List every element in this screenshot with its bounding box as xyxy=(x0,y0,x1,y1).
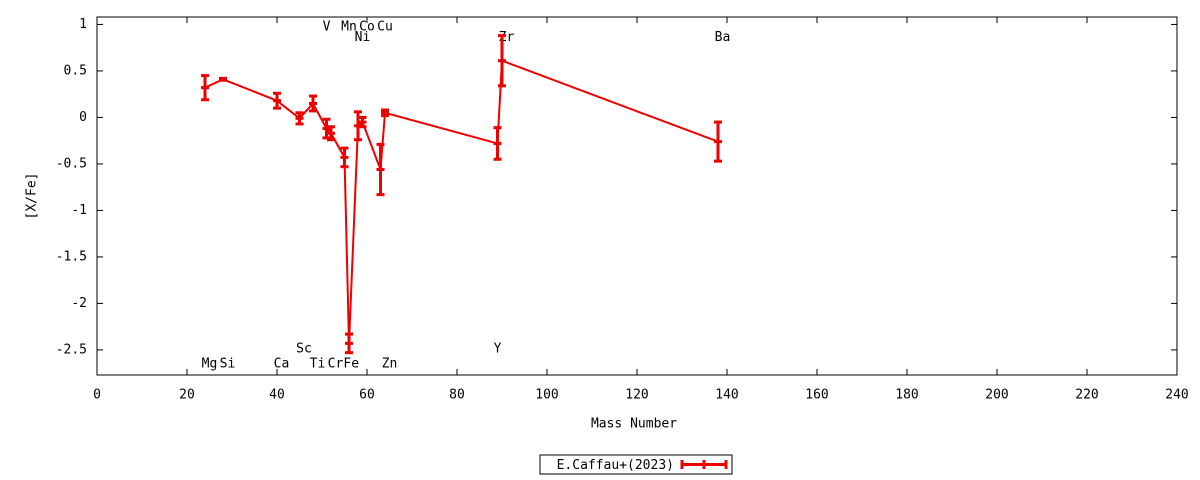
error-bar xyxy=(309,94,317,113)
series-line xyxy=(204,59,719,344)
x-tick-label: 80 xyxy=(449,388,465,403)
error-bar xyxy=(219,76,227,82)
y-axis-label: [X/Fe] xyxy=(25,173,40,220)
y-tick-label: -0.5 xyxy=(56,156,87,171)
x-tick-label: 140 xyxy=(715,388,738,403)
plot-frame xyxy=(96,16,1178,376)
error-bar xyxy=(381,108,389,118)
error-bar xyxy=(345,332,353,355)
x-tick-label: 40 xyxy=(269,388,285,403)
x-axis-label: Mass Number xyxy=(591,417,677,432)
x-tick-label: 180 xyxy=(895,388,918,403)
element-label: Cu xyxy=(377,20,393,35)
y-tick-label: -1.5 xyxy=(56,249,87,264)
error-bar xyxy=(273,91,281,110)
element-label: Fe xyxy=(343,356,359,371)
element-label: Si xyxy=(220,356,236,371)
element-label: Mn xyxy=(341,20,357,35)
error-bar xyxy=(201,74,209,102)
element-label: Zn xyxy=(382,356,398,371)
x-tick-label: 240 xyxy=(1165,388,1188,403)
x-tick-label: 0 xyxy=(93,388,101,403)
y-tick-label: -2.5 xyxy=(56,342,87,357)
x-tick-label: 20 xyxy=(179,388,195,403)
element-label: Ni xyxy=(355,30,371,45)
legend-box xyxy=(539,454,733,475)
x-tick-label: 220 xyxy=(1075,388,1098,403)
error-bar xyxy=(714,120,722,163)
error-bar xyxy=(358,115,367,129)
legend-label: E.Caffau+(2023) xyxy=(557,458,674,473)
error-bar xyxy=(493,126,502,161)
y-tick-label: -2 xyxy=(71,296,87,311)
error-bar xyxy=(498,34,506,88)
error-bar xyxy=(327,125,335,142)
error-bar xyxy=(376,142,385,197)
y-tick-label: -1 xyxy=(71,203,87,218)
y-tick-label: 0.5 xyxy=(64,63,87,78)
element-label: Ti xyxy=(310,356,326,371)
error-bar xyxy=(295,111,304,126)
legend-swatch xyxy=(680,460,728,469)
x-tick-label: 200 xyxy=(985,388,1008,403)
element-label: Y xyxy=(494,341,502,356)
element-label: Ca xyxy=(274,356,290,371)
x-tick-label: 60 xyxy=(359,388,375,403)
x-tick-label: 160 xyxy=(805,388,828,403)
element-label: Ba xyxy=(715,30,731,45)
element-label: V xyxy=(323,20,331,35)
element-label: Mg xyxy=(202,356,218,371)
element-label: Sc xyxy=(296,341,312,356)
x-tick-label: 120 xyxy=(625,388,648,403)
y-tick-label: 1 xyxy=(79,17,87,32)
element-label: Cr xyxy=(328,356,344,371)
error-bar xyxy=(322,117,331,140)
error-bar xyxy=(340,146,349,169)
element-label: Co xyxy=(359,20,375,35)
x-tick-label: 100 xyxy=(535,388,558,403)
y-tick-label: 0 xyxy=(79,110,87,125)
